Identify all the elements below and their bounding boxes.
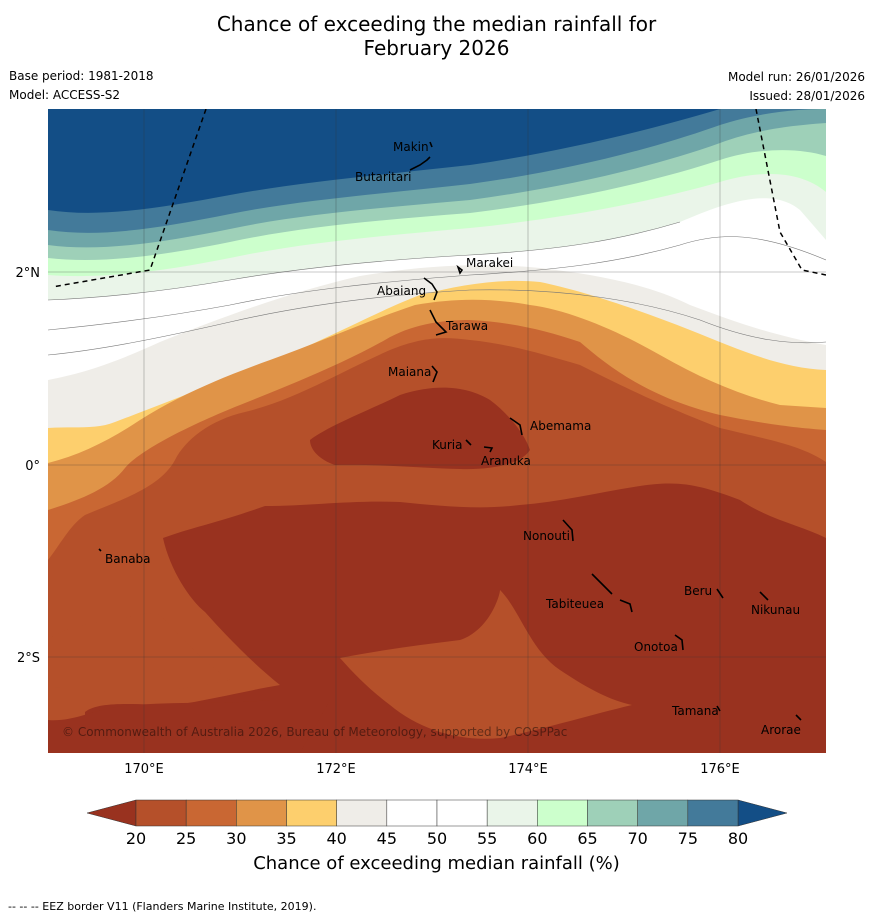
island-tarawa-shape (429, 309, 448, 336)
colorbar-cell (486, 799, 538, 827)
lon-tick-label: 174°E (508, 762, 548, 777)
place-label: Kuria (432, 438, 463, 452)
colorbar-arrow-low (86, 799, 137, 827)
island-maiana-shape (431, 365, 438, 383)
island-nonouti-shape (562, 519, 574, 542)
colorbar-tick-label: 35 (276, 829, 296, 848)
colorbar-cell (587, 799, 638, 827)
colorbar-tick-label: 30 (226, 829, 246, 848)
island-onotoa-shape (674, 634, 684, 651)
colorbar-cell (185, 799, 237, 827)
island-arorae-shape (795, 714, 802, 721)
colorbar-tick-label: 65 (577, 829, 597, 848)
colorbar-tick-label: 40 (326, 829, 346, 848)
colorbar-cell (286, 799, 337, 827)
place-label: Tamana (671, 704, 719, 718)
band-20-25-west (48, 613, 230, 692)
colorbar-cell (436, 799, 488, 827)
place-label: Banaba (105, 552, 151, 566)
probability-fill-layers (48, 109, 826, 753)
band-lt20 (85, 483, 826, 753)
colorbar-cell (386, 799, 438, 827)
place-label: Tarawa (445, 319, 488, 333)
base-period: Base period: 1981-2018 (9, 69, 154, 83)
title-line-2: February 2026 (363, 36, 510, 60)
island-marakei-shape (456, 264, 464, 275)
colorbar-tick-label: 80 (728, 829, 748, 848)
colorbar-tick-label: 70 (627, 829, 647, 848)
place-label: Tabiteuea (545, 597, 604, 611)
islands (98, 141, 802, 721)
place-label: Abaiang (377, 284, 426, 298)
island-tamana-shape (716, 705, 721, 712)
contour-55 (48, 221, 681, 301)
contour-45 (48, 289, 826, 356)
island-beru-shape (716, 588, 724, 599)
colorbar-arrow-high (737, 799, 788, 827)
lon-tick-label: 170°E (124, 762, 164, 777)
island-butaritari-shape (409, 156, 431, 171)
island-kuria-shape (465, 439, 472, 446)
place-label: Beru (684, 584, 712, 598)
eez-border-west (51, 109, 207, 288)
island-banaba-shape (98, 548, 102, 552)
colorbar-tick-label: 75 (678, 829, 698, 848)
island-makin-shape (429, 141, 433, 148)
colorbar-cell (537, 799, 588, 827)
map-title: Chance of exceeding the median rainfall … (0, 12, 873, 60)
place-label: Arorae (761, 723, 801, 737)
band-lt20-bottomleft (48, 700, 330, 753)
axis-labels: 170°E 172°E 174°E 176°E 2°N 0° 2°S (16, 266, 740, 777)
band-lt20-central (310, 387, 530, 470)
colorbar-cell (687, 799, 739, 827)
colorbar: 20 25 30 35 40 45 50 55 60 65 70 75 80 (86, 799, 788, 848)
issued-date: Issued: 28/01/2026 (749, 89, 865, 103)
lat-tick-label: 0° (25, 459, 40, 474)
place-label: Aranuka (481, 454, 531, 468)
eez-borders (51, 109, 826, 288)
colorbar-tick-label: 20 (126, 829, 146, 848)
island-aranuka-shape (483, 446, 494, 453)
place-label: Nikunau (751, 603, 800, 617)
place-label: Makin (393, 140, 429, 154)
graticule (48, 109, 826, 753)
place-label: Onotoa (634, 640, 678, 654)
island-abaiang-shape (423, 277, 438, 301)
model-name: Model: ACCESS-S2 (9, 88, 121, 102)
island-abemama-shape (509, 417, 523, 436)
colorbar-ticks: 20 25 30 35 40 45 50 55 60 65 70 75 80 (126, 829, 748, 848)
colorbar-tick-label: 55 (477, 829, 497, 848)
lon-tick-label: 172°E (316, 762, 356, 777)
contour-50 (48, 236, 826, 331)
colorbar-tick-label: 50 (427, 829, 447, 848)
eez-footnote: -- -- -- EEZ border V11 (Flanders Marine… (8, 900, 317, 913)
colorbar-cell (236, 799, 287, 827)
island-tabiteuea-shape (591, 573, 633, 613)
title-line-1: Chance of exceeding the median rainfall … (216, 12, 657, 36)
colorbar-tick-label: 45 (377, 829, 397, 848)
eez-border-east (755, 109, 826, 276)
place-label: Nonouti (523, 529, 570, 543)
colorbar-tick-label: 60 (527, 829, 547, 848)
lon-tick-label: 176°E (700, 762, 740, 777)
colorbar-cell (336, 799, 388, 827)
place-label: Maiana (388, 365, 431, 379)
colorbar-cell (135, 799, 187, 827)
place-label: Butaritari (355, 170, 412, 184)
lat-tick-label: 2°N (16, 266, 41, 281)
copyright-notice: © Commonwealth of Australia 2026, Bureau… (62, 725, 567, 739)
place-label: Abemama (530, 419, 591, 433)
island-nikunau-shape (759, 591, 769, 601)
colorbar-cell (637, 799, 689, 827)
place-label: Marakei (466, 256, 513, 270)
model-run: Model run: 26/01/2026 (727, 70, 865, 84)
contour-lines (48, 221, 826, 356)
lat-tick-label: 2°S (17, 651, 40, 666)
colorbar-label: Chance of exceeding median rainfall (%) (253, 853, 620, 874)
colorbar-cells (135, 799, 739, 827)
place-labels: Makin Butaritari Marakei Abaiang Tarawa … (105, 140, 801, 737)
colorbar-tick-label: 25 (176, 829, 196, 848)
